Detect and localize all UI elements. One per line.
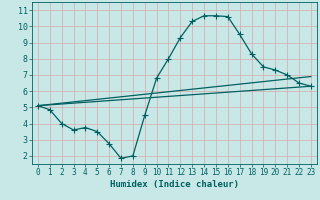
X-axis label: Humidex (Indice chaleur): Humidex (Indice chaleur): [110, 180, 239, 189]
